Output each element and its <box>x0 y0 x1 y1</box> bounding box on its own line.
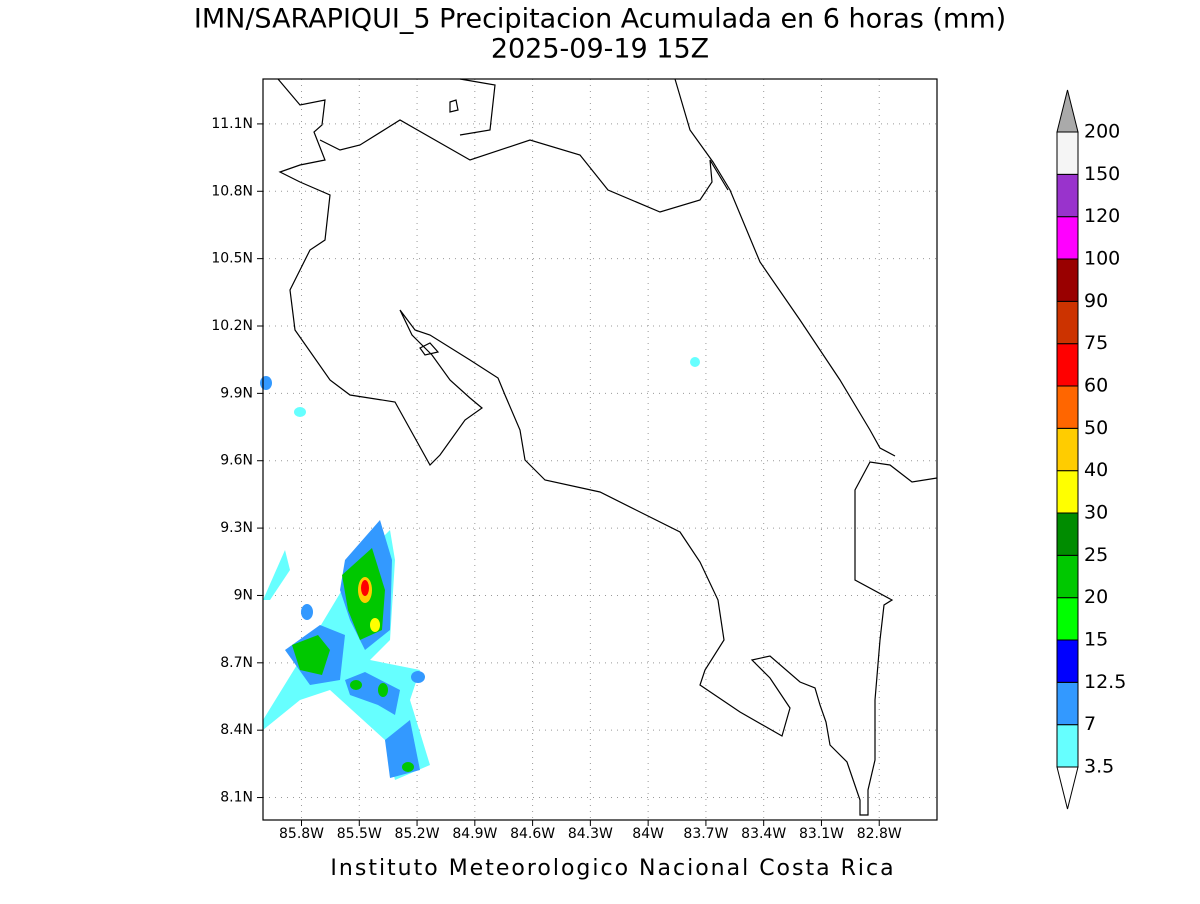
colorbar-box <box>1056 681 1079 726</box>
colorbar-label: 25 <box>1084 544 1108 566</box>
colorbar-box <box>1056 470 1079 514</box>
colorbar-box <box>1056 173 1079 218</box>
footer: Instituto Meteorologico Nacional Costa R… <box>330 856 895 881</box>
colorbar-label: 60 <box>1084 375 1108 397</box>
y-tick-label: 8.4N <box>220 722 253 738</box>
y-tick-label: 10.8N <box>211 183 253 199</box>
colorbar-low <box>1056 766 1079 810</box>
colorbar-label: 200 <box>1084 121 1120 143</box>
axis-ticks: 85.8W 85.5W 85.2W 84.9W 84.6W 84.3W 84W 83.7W 83… <box>211 116 902 842</box>
colorbar-label: 15 <box>1084 629 1108 651</box>
y-tick-label: 10.2N <box>211 318 253 334</box>
title: IMN/SARAPIQUI_5 Precipitacion Acumulada … <box>194 4 1006 35</box>
colorbar-box <box>1056 512 1079 556</box>
colorbar-label: 30 <box>1084 502 1108 524</box>
coastline <box>277 78 938 816</box>
colorbar-label: 7 <box>1084 713 1096 735</box>
x-tick-label: 83.7W <box>683 826 728 842</box>
colorbar-box <box>1056 554 1079 599</box>
colorbar-box <box>1056 300 1079 345</box>
x-tick-label: 83.1W <box>799 826 844 842</box>
x-tick-label: 85.2W <box>395 826 440 842</box>
x-tick-label: 82.8W <box>857 826 902 842</box>
colorbar-box <box>1056 216 1079 260</box>
colorbar-box <box>1056 385 1079 429</box>
colorbar: 3.5 7 12.5 15 20 25 30 40 50 60 75 90 100 120 150 200 <box>1056 89 1126 810</box>
colorbar-box <box>1056 131 1079 175</box>
colorbar-label: 75 <box>1084 332 1108 354</box>
colorbar-box <box>1056 639 1079 683</box>
grid <box>263 79 937 820</box>
y-tick-label: 11.1N <box>211 116 253 132</box>
y-tick-label: 9.3N <box>220 520 253 536</box>
colorbar-box <box>1056 427 1079 472</box>
colorbar-label: 3.5 <box>1084 756 1114 778</box>
colorbar-label: 40 <box>1084 459 1108 481</box>
colorbar-label: 150 <box>1084 163 1120 185</box>
colorbar-box <box>1056 343 1079 387</box>
colorbar-label: 90 <box>1084 290 1108 312</box>
colorbar-box <box>1056 258 1079 302</box>
colorbar-box <box>1056 724 1079 768</box>
colorbar-box <box>1056 597 1079 641</box>
colorbar-label: 20 <box>1084 586 1108 608</box>
y-tick-label: 9N <box>234 587 253 603</box>
x-tick-label: 84.9W <box>452 826 497 842</box>
x-tick-label: 84W <box>632 826 664 842</box>
colorbar-label: 12.5 <box>1084 671 1126 693</box>
x-tick-label: 83.4W <box>741 826 786 842</box>
colorbar-high <box>1056 89 1079 133</box>
x-tick-label: 85.8W <box>279 826 324 842</box>
y-tick-label: 9.6N <box>220 453 253 469</box>
colorbar-label: 100 <box>1084 248 1120 270</box>
y-tick-label: 8.7N <box>220 655 253 671</box>
y-tick-label: 10.5N <box>211 251 253 267</box>
map-frame <box>262 78 938 821</box>
y-tick-label: 8.1N <box>220 790 253 806</box>
x-tick-label: 84.3W <box>568 826 613 842</box>
precipitation <box>260 357 700 780</box>
x-tick-label: 84.6W <box>510 826 555 842</box>
subtitle: 2025-09-19 15Z <box>491 34 709 65</box>
colorbar-label: 120 <box>1084 205 1120 227</box>
colorbar-label: 50 <box>1084 417 1108 439</box>
x-tick-label: 85.5W <box>337 826 382 842</box>
y-tick-label: 9.9N <box>220 385 253 401</box>
